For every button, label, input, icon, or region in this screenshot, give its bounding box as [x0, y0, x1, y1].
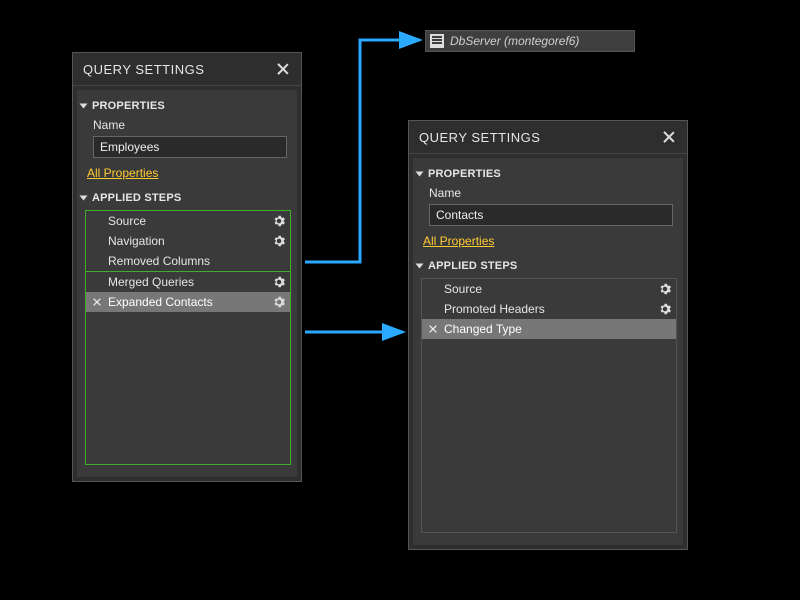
step-label: Promoted Headers [440, 302, 658, 316]
gear-icon[interactable] [272, 295, 286, 309]
all-properties-link[interactable]: All Properties [413, 230, 500, 256]
step-label: Merged Queries [104, 275, 272, 289]
collapse-icon [416, 172, 424, 177]
name-label: Name [413, 184, 683, 202]
db-server-label: DbServer (montegoref6) [450, 34, 579, 48]
gear-icon[interactable] [658, 302, 672, 316]
properties-heading[interactable]: PROPERTIES [77, 96, 297, 116]
applied-step[interactable]: Removed Columns [86, 251, 290, 271]
applied-step[interactable]: Source [422, 279, 676, 299]
applied-steps-list: Source Promoted Headers Changed Type [421, 278, 677, 533]
collapse-icon [416, 264, 424, 269]
delete-step-icon[interactable] [90, 297, 104, 307]
gear-icon [658, 322, 672, 336]
applied-step[interactable]: Source [86, 211, 290, 231]
step-label: Source [440, 282, 658, 296]
query-name-input[interactable] [93, 136, 287, 158]
collapse-icon [80, 104, 88, 109]
step-label: Changed Type [440, 322, 658, 336]
applied-steps-heading[interactable]: APPLIED STEPS [413, 256, 683, 276]
panel-header: QUERY SETTINGS [73, 53, 301, 86]
applied-step[interactable]: Navigation [86, 231, 290, 251]
db-server-node[interactable]: DbServer (montegoref6) [425, 30, 635, 52]
panel-title: QUERY SETTINGS [83, 62, 204, 77]
applied-steps-heading[interactable]: APPLIED STEPS [77, 188, 297, 208]
step-label: Source [104, 214, 272, 228]
applied-step[interactable]: Merged Queries [86, 272, 290, 292]
applied-steps-list: Source Navigation Removed Columns Merged Qu… [85, 210, 291, 465]
step-label: Expanded Contacts [104, 295, 272, 309]
panel-title: QUERY SETTINGS [419, 130, 540, 145]
applied-step[interactable]: Promoted Headers [422, 299, 676, 319]
query-name-input[interactable] [429, 204, 673, 226]
query-settings-panel-right: QUERY SETTINGS PROPERTIES Name All Prope… [408, 120, 688, 550]
name-label: Name [77, 116, 297, 134]
steps-empty-area [86, 312, 290, 464]
step-label: Removed Columns [104, 254, 272, 268]
panel-body: PROPERTIES Name All Properties APPLIED S… [77, 90, 297, 477]
steps-empty-area [422, 339, 676, 532]
delete-step-icon[interactable] [426, 324, 440, 334]
panel-header: QUERY SETTINGS [409, 121, 687, 154]
gear-icon[interactable] [272, 275, 286, 289]
gear-icon[interactable] [272, 234, 286, 248]
close-icon[interactable] [275, 61, 291, 77]
applied-step[interactable]: Changed Type [422, 319, 676, 339]
all-properties-link[interactable]: All Properties [77, 162, 164, 188]
gear-icon[interactable] [272, 214, 286, 228]
database-icon [430, 34, 444, 48]
close-icon[interactable] [661, 129, 677, 145]
step-label: Navigation [104, 234, 272, 248]
gear-icon [272, 254, 286, 268]
collapse-icon [80, 196, 88, 201]
arrow-source-to-db [305, 40, 420, 262]
properties-heading[interactable]: PROPERTIES [413, 164, 683, 184]
applied-step[interactable]: Expanded Contacts [86, 292, 290, 312]
gear-icon[interactable] [658, 282, 672, 296]
panel-body: PROPERTIES Name All Properties APPLIED S… [413, 158, 683, 545]
query-settings-panel-left: QUERY SETTINGS PROPERTIES Name All Prope… [72, 52, 302, 482]
